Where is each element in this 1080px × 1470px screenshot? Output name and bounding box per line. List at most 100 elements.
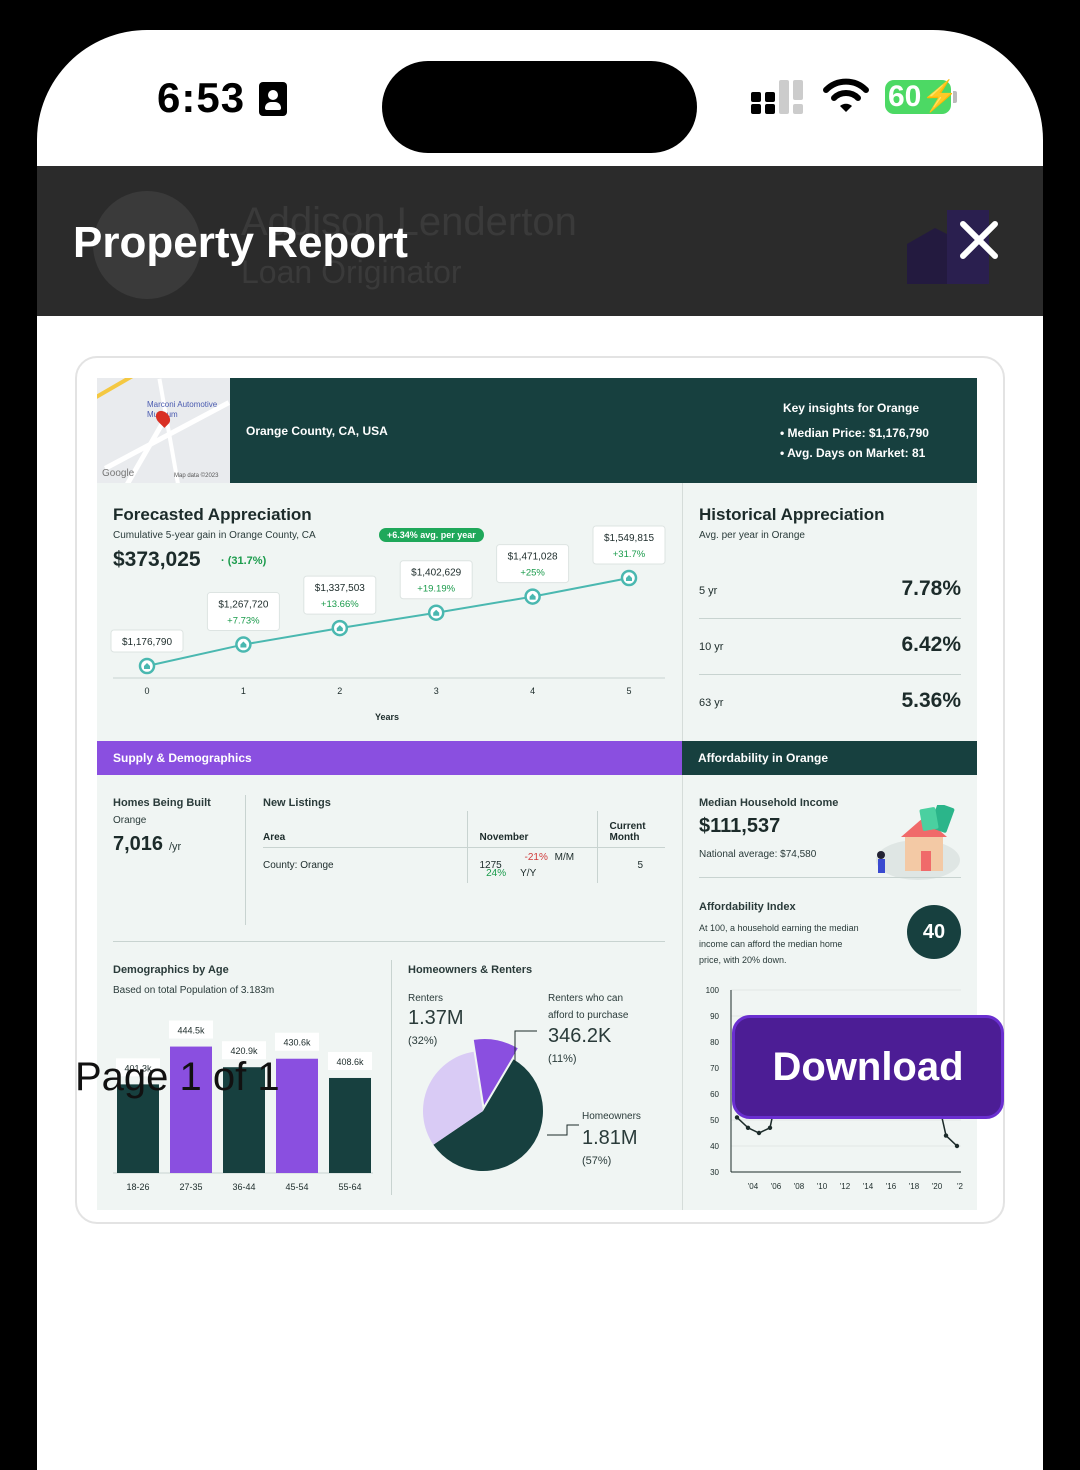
location-name: Orange County, CA, USA bbox=[246, 424, 388, 438]
bar-value-label: 420.9k bbox=[230, 1046, 258, 1056]
owners-label: Homeowners bbox=[582, 1111, 641, 1122]
homes-built-title: Homes Being Built bbox=[113, 797, 211, 809]
x-tick-label: '18 bbox=[909, 1182, 920, 1191]
forecast-value-label: $1,337,503 bbox=[315, 583, 365, 594]
affordability-point bbox=[954, 1143, 960, 1149]
income-value: $111,537 bbox=[699, 815, 781, 837]
download-button[interactable]: Download bbox=[732, 1015, 1004, 1119]
afford-label-2: afford to purchase bbox=[548, 1010, 629, 1021]
bar-label-box bbox=[116, 1058, 160, 1077]
col-current-month: Current Month bbox=[597, 811, 665, 848]
x-axis-label: Years bbox=[375, 712, 399, 722]
close-icon[interactable] bbox=[957, 218, 1001, 262]
home-icon bbox=[433, 609, 440, 616]
historical-row-value: 5.36% bbox=[901, 689, 961, 712]
afford-label-1: Renters who can bbox=[548, 993, 624, 1004]
affordability-desc-3: price, with 20% down. bbox=[699, 955, 787, 965]
new-listings-table: Area November Current Month County: Oran… bbox=[263, 811, 665, 883]
y-tick-label: 50 bbox=[710, 1116, 719, 1125]
forecast-gain-pct: · (31.7%) bbox=[221, 555, 267, 567]
bar-value-label: 444.5k bbox=[177, 1026, 205, 1036]
table-header-row: Area November Current Month bbox=[263, 811, 665, 848]
bar-label-box bbox=[275, 1032, 319, 1051]
demographics-subtitle: Based on total Population of 3.183m bbox=[113, 985, 275, 996]
pie-slice bbox=[473, 1039, 518, 1106]
x-tick-label: 3 bbox=[434, 686, 439, 696]
dynamic-island bbox=[382, 61, 697, 153]
age-bar bbox=[276, 1058, 318, 1173]
supply-demographics: Homes Being Built Orange 7,016 /yr New L… bbox=[97, 775, 682, 1210]
battery-indicator: 60⚡ bbox=[885, 80, 959, 114]
insight-days-on-market: • Avg. Days on Market: 81 bbox=[780, 446, 926, 460]
divider bbox=[391, 960, 392, 1195]
home-icon bbox=[336, 625, 343, 632]
insights-title: Key insights for Orange bbox=[782, 401, 919, 415]
y-tick-label: 100 bbox=[706, 986, 720, 995]
forecast-change-label: +19.19% bbox=[417, 584, 455, 595]
forecast-value-label: $1,176,790 bbox=[122, 637, 172, 648]
age-bar-chart: 401.3k 18-26 444.5k 27-35 420.9k 36-44 430.6k 4… bbox=[113, 1020, 373, 1192]
y-tick-label: 90 bbox=[710, 1012, 719, 1021]
divider bbox=[113, 941, 665, 942]
yy-change: 24% bbox=[486, 867, 507, 879]
forecast-label-box bbox=[206, 592, 280, 632]
y-tick-label: 40 bbox=[710, 1142, 719, 1151]
affordability-point bbox=[734, 1115, 740, 1120]
affordability-band: Affordability in Orange bbox=[682, 741, 977, 775]
forecast-value-label: $1,549,815 bbox=[604, 533, 654, 544]
affordability-index-badge: 40 bbox=[907, 905, 961, 959]
x-tick-label: '14 bbox=[863, 1182, 874, 1191]
divider bbox=[245, 795, 246, 925]
historical-appreciation: Historical Appreciation Avg. per year in… bbox=[682, 483, 977, 741]
phone-frame: 6:53 60⚡ Addison Lenderton Loan Originat… bbox=[37, 30, 1043, 1470]
contact-card-icon bbox=[259, 82, 287, 116]
affordability-point bbox=[943, 1133, 949, 1138]
forecast-value-label: $1,402,629 bbox=[411, 568, 461, 579]
affordability-point bbox=[745, 1125, 751, 1130]
historical-row-label: 10 yr bbox=[699, 641, 724, 653]
x-tick-label: '08 bbox=[794, 1182, 805, 1191]
wifi-icon bbox=[823, 78, 869, 112]
forecast-change-label: +13.66% bbox=[321, 599, 359, 610]
forecast-subtitle: Cumulative 5-year gain in Orange County,… bbox=[113, 530, 316, 541]
mm-label: M/M bbox=[554, 851, 575, 863]
historical-row: 10 yr 6.42% bbox=[699, 619, 961, 675]
page-indicator: Page 1 of 1 bbox=[75, 1055, 280, 1099]
pie-slice bbox=[423, 1051, 483, 1145]
afford-pct: (11%) bbox=[548, 1053, 577, 1065]
affordability-point bbox=[767, 1125, 773, 1130]
cellular-signal-icon bbox=[751, 80, 807, 116]
pie-slice bbox=[433, 1059, 543, 1171]
table-row: County: Orange 1275 -21% M/M 24% Y/Y 5 bbox=[263, 847, 665, 883]
x-tick-label: 4 bbox=[530, 686, 535, 696]
google-logo: Google bbox=[102, 468, 135, 479]
bar-label-box bbox=[222, 1041, 266, 1060]
cell-november: 1275 -21% M/M 24% Y/Y bbox=[466, 847, 598, 883]
demographics-title: Demographics by Age bbox=[113, 964, 229, 976]
cell-november-value: 1275 bbox=[479, 859, 502, 871]
age-bar bbox=[329, 1077, 371, 1173]
historical-row: 5 yr 7.78% bbox=[699, 563, 961, 619]
location-banner: Orange County, CA, USA Key insights for … bbox=[230, 378, 977, 483]
homes-built-area: Orange bbox=[113, 815, 147, 826]
owners-renters-pie-chart bbox=[423, 1030, 579, 1171]
home-icon bbox=[529, 593, 536, 600]
location-map: Marconi Automotive Museum Google Map dat… bbox=[97, 378, 230, 483]
yy-label: Y/Y bbox=[520, 867, 537, 879]
bar-label-box bbox=[328, 1051, 372, 1070]
bar-label-box bbox=[169, 1020, 213, 1039]
forecast-label-box bbox=[399, 560, 473, 600]
forecast-line-chart: $1,176,790 0 $1,267,720 +7.73% 1 $1,337,503 +1… bbox=[110, 525, 666, 722]
age-bar bbox=[117, 1084, 159, 1173]
x-tick-label: 18-26 bbox=[126, 1182, 149, 1192]
owners-renters-title: Homeowners & Renters bbox=[408, 964, 533, 976]
x-tick-label: 2 bbox=[337, 686, 342, 696]
x-tick-label: '10 bbox=[817, 1182, 828, 1191]
battery-level: 60 bbox=[888, 80, 922, 113]
divider bbox=[699, 877, 961, 878]
x-tick-label: 55-64 bbox=[338, 1182, 361, 1192]
report-page: Marconi Automotive Museum Google Map dat… bbox=[97, 378, 977, 1210]
forecast-value-label: $1,471,028 bbox=[508, 552, 558, 563]
owners-pct: (57%) bbox=[582, 1155, 612, 1167]
forecast-change-label: +31.7% bbox=[613, 549, 646, 560]
